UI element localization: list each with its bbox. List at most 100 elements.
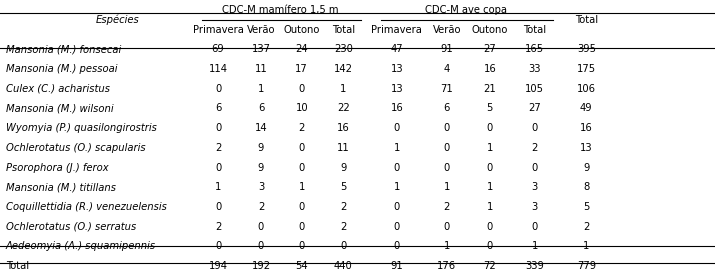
Text: 0: 0 — [487, 163, 493, 172]
Text: Verão: Verão — [433, 25, 461, 34]
Text: 11: 11 — [255, 64, 267, 74]
Text: 21: 21 — [483, 84, 496, 94]
Text: Verão: Verão — [247, 25, 275, 34]
Text: 0: 0 — [215, 202, 221, 212]
Text: 27: 27 — [528, 104, 541, 113]
Text: Outono: Outono — [472, 25, 508, 34]
Text: 0: 0 — [532, 222, 538, 232]
Text: 1: 1 — [583, 242, 589, 251]
Text: 0: 0 — [299, 242, 305, 251]
Text: 49: 49 — [580, 104, 593, 113]
Text: 779: 779 — [577, 261, 596, 271]
Text: Mansonia (M.) fonsecai: Mansonia (M.) fonsecai — [6, 44, 121, 54]
Text: Primavera: Primavera — [371, 25, 423, 34]
Text: 2: 2 — [258, 202, 264, 212]
Text: 175: 175 — [577, 64, 596, 74]
Text: 0: 0 — [444, 222, 450, 232]
Text: 395: 395 — [577, 44, 596, 54]
Text: 2: 2 — [299, 123, 305, 133]
Text: 14: 14 — [255, 123, 267, 133]
Text: Coquillettidia (R.) venezuelensis: Coquillettidia (R.) venezuelensis — [6, 202, 167, 212]
Text: 0: 0 — [394, 242, 400, 251]
Text: Ochlerotatus (O.) scapularis: Ochlerotatus (O.) scapularis — [6, 143, 145, 153]
Text: 9: 9 — [340, 163, 346, 172]
Text: 339: 339 — [526, 261, 544, 271]
Text: 0: 0 — [444, 163, 450, 172]
Text: Psorophora (J.) ferox: Psorophora (J.) ferox — [6, 163, 109, 172]
Text: 16: 16 — [337, 123, 350, 133]
Text: 6: 6 — [444, 104, 450, 113]
Text: 1: 1 — [487, 143, 493, 153]
Text: Mansonia (M.) titillans: Mansonia (M.) titillans — [6, 182, 116, 192]
Text: 194: 194 — [209, 261, 227, 271]
Text: 1: 1 — [532, 242, 538, 251]
Text: CDC-M ave copa: CDC-M ave copa — [425, 5, 507, 15]
Text: 3: 3 — [258, 182, 264, 192]
Text: 0: 0 — [444, 143, 450, 153]
Text: 192: 192 — [252, 261, 270, 271]
Text: 0: 0 — [394, 163, 400, 172]
Text: 1: 1 — [394, 143, 400, 153]
Text: 165: 165 — [526, 44, 544, 54]
Text: 5: 5 — [487, 104, 493, 113]
Text: 137: 137 — [252, 44, 270, 54]
Text: 6: 6 — [215, 104, 221, 113]
Text: 16: 16 — [390, 104, 403, 113]
Text: Mansonia (M.) wilsoni: Mansonia (M.) wilsoni — [6, 104, 114, 113]
Text: 91: 91 — [390, 261, 403, 271]
Text: 69: 69 — [212, 44, 225, 54]
Text: 0: 0 — [215, 123, 221, 133]
Text: Total: Total — [332, 25, 355, 34]
Text: 2: 2 — [444, 202, 450, 212]
Text: 10: 10 — [295, 104, 308, 113]
Text: 0: 0 — [299, 143, 305, 153]
Text: 0: 0 — [299, 163, 305, 172]
Text: 5: 5 — [340, 182, 346, 192]
Text: 0: 0 — [299, 222, 305, 232]
Text: 2: 2 — [215, 143, 221, 153]
Text: 176: 176 — [438, 261, 456, 271]
Text: 91: 91 — [440, 44, 453, 54]
Text: 0: 0 — [215, 84, 221, 94]
Text: 2: 2 — [340, 222, 346, 232]
Text: Ochlerotatus (O.) serratus: Ochlerotatus (O.) serratus — [6, 222, 136, 232]
Text: Aedeomyia (A.) squamipennis: Aedeomyia (A.) squamipennis — [6, 242, 156, 251]
Text: 114: 114 — [209, 64, 227, 74]
Text: 1: 1 — [299, 182, 305, 192]
Text: 2: 2 — [215, 222, 221, 232]
Text: 9: 9 — [258, 143, 264, 153]
Text: 0: 0 — [215, 242, 221, 251]
Text: 33: 33 — [528, 64, 541, 74]
Text: 13: 13 — [390, 84, 403, 94]
Text: 1: 1 — [340, 84, 346, 94]
Text: 9: 9 — [258, 163, 264, 172]
Text: 0: 0 — [487, 222, 493, 232]
Text: 1: 1 — [444, 182, 450, 192]
Text: Outono: Outono — [284, 25, 320, 34]
Text: 0: 0 — [444, 123, 450, 133]
Text: 0: 0 — [532, 123, 538, 133]
Text: 24: 24 — [295, 44, 308, 54]
Text: Culex (C.) acharistus: Culex (C.) acharistus — [6, 84, 109, 94]
Text: 13: 13 — [390, 64, 403, 74]
Text: 0: 0 — [340, 242, 346, 251]
Text: 16: 16 — [580, 123, 593, 133]
Text: 0: 0 — [532, 163, 538, 172]
Text: 0: 0 — [487, 242, 493, 251]
Text: 3: 3 — [532, 182, 538, 192]
Text: 17: 17 — [295, 64, 308, 74]
Text: Total: Total — [6, 261, 29, 271]
Text: 4: 4 — [444, 64, 450, 74]
Text: 5: 5 — [583, 202, 589, 212]
Text: 0: 0 — [394, 123, 400, 133]
Text: 1: 1 — [394, 182, 400, 192]
Text: 0: 0 — [394, 222, 400, 232]
Text: 1: 1 — [258, 84, 264, 94]
Text: 0: 0 — [215, 163, 221, 172]
Text: 230: 230 — [334, 44, 352, 54]
Text: 105: 105 — [526, 84, 544, 94]
Text: 13: 13 — [580, 143, 593, 153]
Text: 0: 0 — [299, 202, 305, 212]
Text: 0: 0 — [258, 242, 264, 251]
Text: 72: 72 — [483, 261, 496, 271]
